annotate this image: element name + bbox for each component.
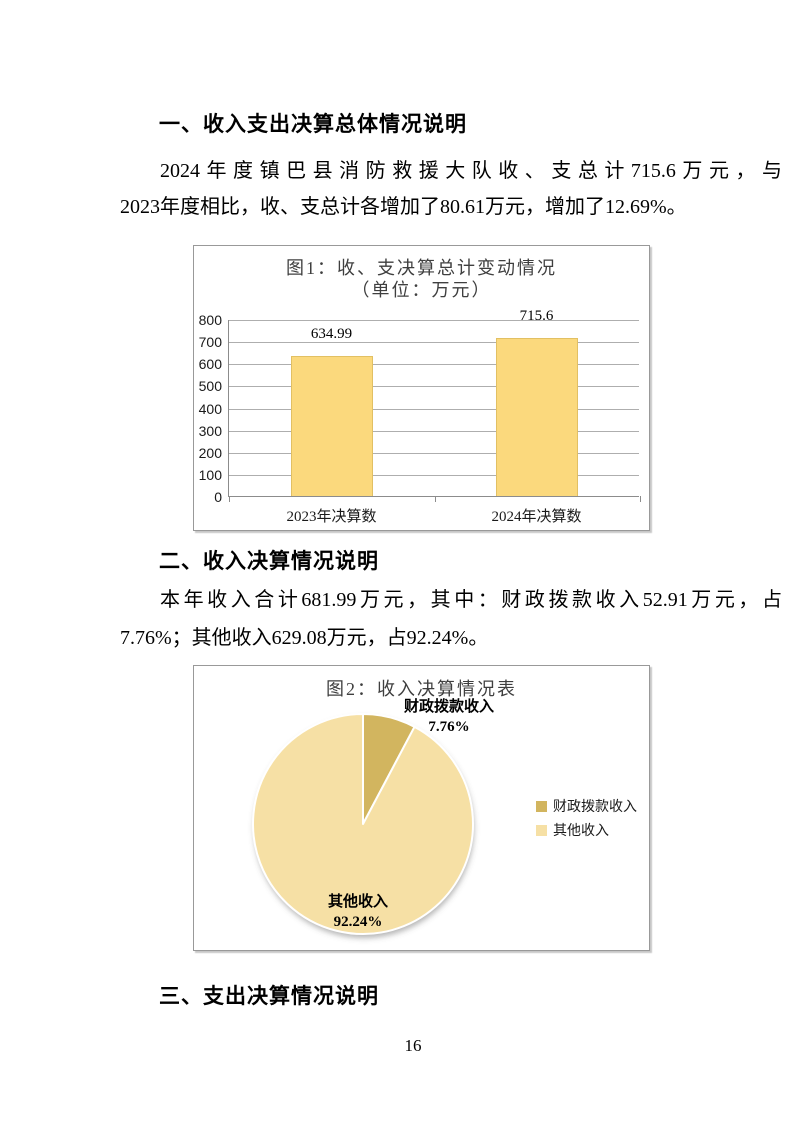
x-axis-category-label: 2024年决算数 (491, 509, 582, 525)
x-axis-tick (434, 496, 436, 502)
page-number: 16 (404, 1036, 422, 1055)
gridline (229, 408, 639, 410)
bar-chart-title: 图1：收、支决算总计变动情况 (286, 258, 557, 278)
section1-heading: 一、收入支出决算总体情况说明 (159, 113, 467, 136)
x-axis-tick (640, 496, 641, 502)
legend-item-fiscal-income: 财政拨款收入 (536, 794, 637, 818)
section2-paragraph-line2: 7.76%；其他收入629.08万元，占92.24%。 (120, 627, 489, 649)
pie-chart-title: 图2：收入决算情况表 (326, 679, 517, 699)
pie-chart-svg (252, 713, 474, 938)
y-axis-tick-label: 500 (198, 378, 222, 395)
legend-label-fiscal-income: 财政拨款收入 (553, 800, 637, 815)
section2-paragraph-line1: 本年收入合计681.99万元，其中：财政拨款收入52.91万元，占 (160, 589, 782, 611)
bar-chart-y-axis-labels: 800 700 600 500 400 300 200 100 0 (194, 246, 649, 530)
pie-callout-fiscal-income-label: 财政拨款收入 (403, 699, 494, 715)
bar-value-label: 715.6 (519, 307, 554, 324)
gridline (229, 320, 639, 321)
x-axis-tick (229, 496, 230, 502)
y-axis-tick-label: 100 (198, 466, 222, 483)
bar-chart-plot-area: 634.99 2023年决算数 715.6 2024年决算数 (228, 308, 641, 525)
pie-callout-other-income-label: 其他收入 (327, 894, 388, 910)
bar-chart-subtitle: （单位：万元） (351, 280, 492, 300)
pie-callout-other-income-pct: 92.24% (333, 914, 383, 930)
section1-paragraph-line1: 2024年度镇巴县消防救援大队收、支总计715.6万元，与 (160, 160, 782, 182)
pie-legend: 财政拨款收入 其他收入 (536, 794, 637, 842)
legend-label-other-income: 其他收入 (553, 824, 609, 839)
gridline (229, 386, 639, 388)
pie-chart-figure: 图2：收入决算情况表 财政拨款收入 7.76% 其他收入 92.24% 财政拨款… (193, 665, 650, 951)
y-axis-tick-label: 600 (198, 356, 222, 373)
bar-slot: 634.99 2023年决算数 (229, 320, 434, 525)
y-axis-tick-label: 300 (198, 422, 222, 439)
y-axis-tick-label: 200 (198, 444, 222, 461)
gridline (229, 342, 639, 344)
section3-heading: 三、支出决算情况说明 (159, 985, 379, 1008)
bar-2023年决算数 (290, 355, 373, 496)
y-axis-tick-label: 800 (198, 312, 222, 328)
pie-callout-fiscal-income-pct: 7.76% (428, 719, 470, 735)
bar-2024年决算数 (495, 337, 578, 496)
bar-chart-figure: 图1：收、支决算总计变动情况 （单位：万元） 800 700 600 500 400 30… (193, 245, 650, 531)
pie-callout-fiscal-income: 财政拨款收入 7.76% (364, 697, 534, 737)
gridline (229, 364, 639, 366)
bar-slot: 715.6 2024年决算数 (434, 308, 639, 525)
pie-callout-other-income: 其他收入 92.24% (273, 892, 443, 932)
x-axis-category-label: 2023年决算数 (286, 509, 377, 525)
legend-swatch-fiscal-income (536, 800, 547, 812)
gridline (229, 452, 639, 454)
pie-slice-其他收入 (252, 713, 474, 935)
legend-item-other-income: 其他收入 (536, 818, 637, 842)
gridline (229, 474, 639, 476)
section2-heading: 二、收入决算情况说明 (159, 550, 379, 573)
y-axis-tick-label: 700 (198, 334, 222, 351)
gridline (229, 430, 639, 432)
bar-value-label: 634.99 (310, 325, 353, 342)
legend-swatch-other-income (536, 824, 547, 836)
y-axis-tick-label: 0 (214, 489, 222, 505)
y-axis-tick-label: 400 (198, 400, 222, 417)
section1-paragraph-line2: 2023年度相比，收、支总计各增加了80.61万元，增加了12.69%。 (120, 196, 687, 218)
